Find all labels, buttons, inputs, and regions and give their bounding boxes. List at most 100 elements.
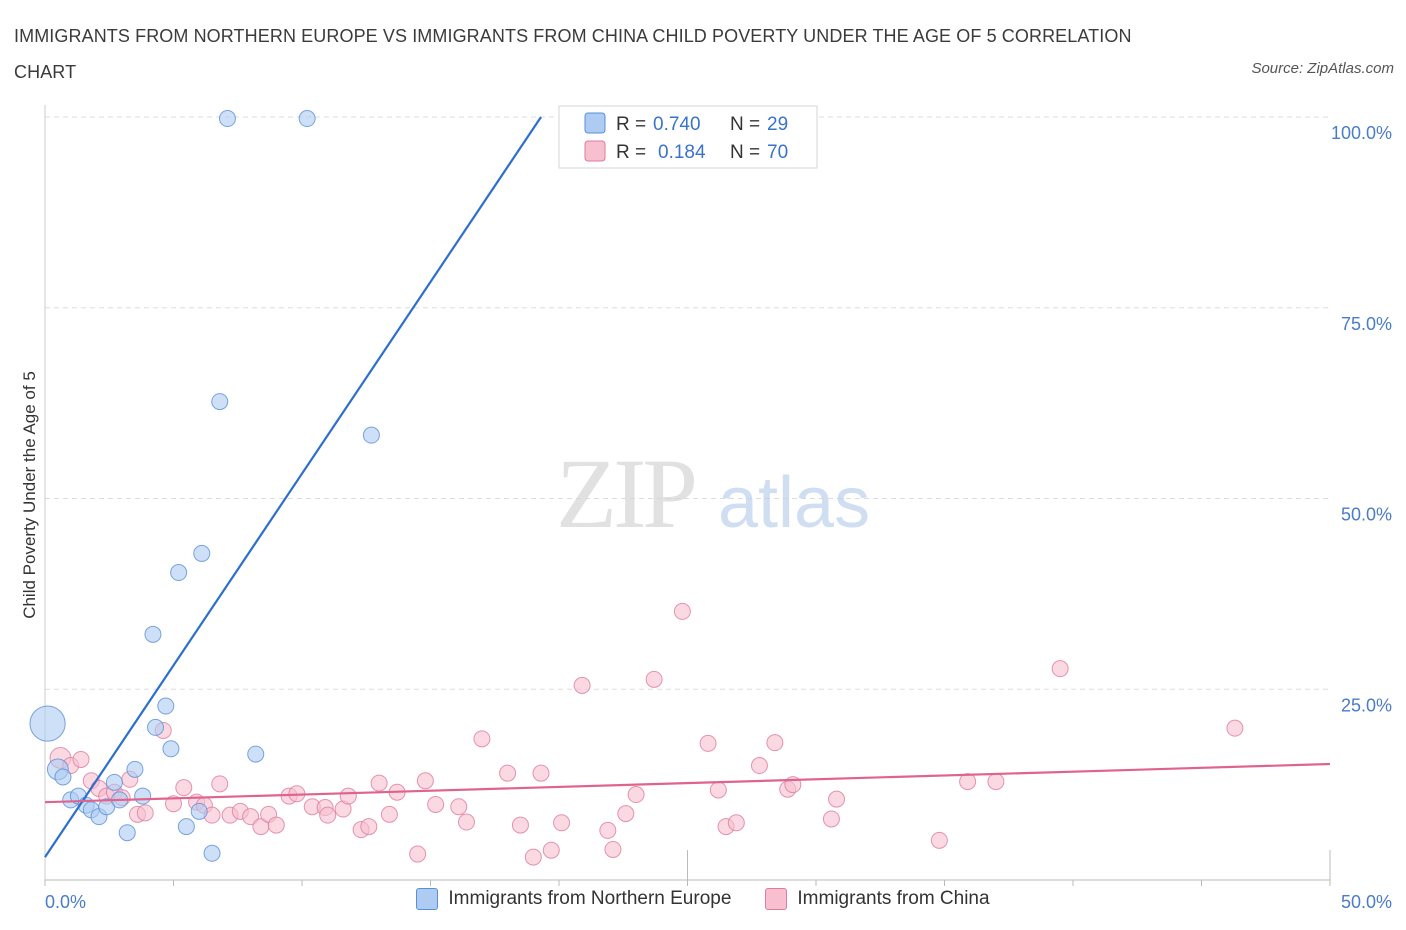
point-northern-europe-14 bbox=[144, 625, 162, 643]
point-china-17 bbox=[211, 775, 229, 793]
point-china-49 bbox=[599, 821, 617, 839]
legend-swatch-northern-europe bbox=[584, 112, 606, 134]
point-china-38 bbox=[427, 795, 445, 813]
y-tick-label-2: 50.0% bbox=[1341, 505, 1392, 525]
point-china-60 bbox=[766, 734, 784, 752]
point-china-46 bbox=[542, 841, 560, 859]
point-northern-europe-21 bbox=[193, 544, 211, 562]
trend-line-northern-europe bbox=[44, 116, 542, 858]
point-northern-europe-13 bbox=[134, 787, 152, 805]
source-credit: Source: ZipAtlas.com bbox=[1251, 60, 1394, 77]
point-china-23 bbox=[267, 816, 285, 834]
x-tick-label-0: 0.0% bbox=[45, 892, 86, 912]
series-legend: Immigrants from Northern Europe Immigran… bbox=[0, 888, 1406, 910]
point-china-53 bbox=[645, 670, 663, 688]
y-tick-label-0: 100.0% bbox=[1331, 123, 1392, 143]
point-china-68 bbox=[1051, 660, 1069, 678]
northern-europe-points bbox=[29, 110, 604, 862]
watermark-atlas: atlas bbox=[718, 463, 870, 543]
legend-n-label-2: N = bbox=[730, 142, 760, 163]
point-china-28 bbox=[319, 806, 337, 824]
point-china-2 bbox=[72, 750, 90, 768]
point-china-12 bbox=[165, 795, 182, 813]
point-northern-europe-12 bbox=[126, 760, 144, 778]
point-china-65 bbox=[930, 831, 948, 849]
point-northern-europe-19 bbox=[177, 818, 195, 836]
x-tick-label-1: 50.0% bbox=[1341, 892, 1392, 912]
point-china-67 bbox=[987, 773, 1005, 791]
series-legend-northern-europe[interactable]: Immigrants from Northern Europe bbox=[416, 888, 731, 910]
point-northern-europe-16 bbox=[157, 697, 175, 715]
point-china-52 bbox=[627, 786, 645, 804]
point-china-59 bbox=[750, 757, 768, 775]
swatch-northern-europe bbox=[416, 888, 439, 910]
point-northern-europe-20 bbox=[190, 802, 208, 820]
point-northern-europe-23 bbox=[211, 393, 229, 411]
point-northern-europe-22 bbox=[203, 844, 221, 862]
point-china-50 bbox=[604, 840, 622, 858]
watermark: ZIP atlas bbox=[556, 438, 870, 549]
point-china-44 bbox=[524, 848, 542, 866]
point-china-36 bbox=[409, 845, 427, 863]
point-china-30 bbox=[339, 787, 357, 805]
series-legend-china[interactable]: Immigrants from China bbox=[765, 888, 990, 910]
legend-n-value-2: 70 bbox=[767, 142, 788, 163]
point-china-47 bbox=[553, 814, 571, 832]
correlation-legend: R = 0.740 N = 29 R = 0.184 N = 70 bbox=[558, 105, 818, 169]
point-northern-europe-17 bbox=[162, 740, 180, 758]
point-china-48 bbox=[573, 676, 591, 694]
grid-lines bbox=[45, 116, 1330, 690]
point-northern-europe-18 bbox=[170, 564, 188, 582]
point-china-63 bbox=[822, 810, 840, 828]
point-china-69 bbox=[1226, 719, 1244, 737]
point-china-34 bbox=[380, 805, 398, 823]
point-china-10 bbox=[136, 804, 154, 822]
point-northern-europe-24 bbox=[218, 110, 236, 128]
legend-r-value-2: 0.184 bbox=[658, 142, 706, 163]
point-china-40 bbox=[457, 813, 475, 831]
series-name-china: Immigrants from China bbox=[797, 888, 990, 909]
series-name-northern-europe: Immigrants from Northern Europe bbox=[448, 888, 732, 909]
legend-r-label-2: R = bbox=[616, 142, 646, 163]
x-tick-labels: 0.0% 50.0% bbox=[45, 892, 1392, 912]
chart-title: IMMIGRANTS FROM NORTHERN EUROPE VS IMMIG… bbox=[14, 26, 1132, 82]
point-china-66 bbox=[959, 773, 977, 791]
point-northern-europe-2 bbox=[54, 768, 72, 786]
legend-n-value-1: 29 bbox=[767, 114, 788, 135]
point-northern-europe-11 bbox=[118, 824, 136, 842]
y-tick-label-3: 25.0% bbox=[1341, 695, 1392, 715]
point-northern-europe-27 bbox=[362, 426, 380, 444]
point-china-33 bbox=[370, 774, 388, 792]
china-points bbox=[49, 602, 1244, 866]
point-china-54 bbox=[673, 602, 691, 620]
point-china-32 bbox=[360, 818, 378, 836]
legend-r-value-1: 0.740 bbox=[653, 114, 701, 135]
point-northern-europe-9 bbox=[105, 773, 123, 791]
point-china-45 bbox=[532, 764, 550, 782]
axes bbox=[44, 105, 1331, 886]
point-china-41 bbox=[473, 730, 491, 748]
point-china-51 bbox=[617, 805, 635, 823]
point-china-64 bbox=[828, 790, 846, 808]
y-tick-labels: 100.0% 75.0% 50.0% 25.0% bbox=[1331, 123, 1392, 715]
y-tick-label-1: 75.0% bbox=[1341, 314, 1392, 334]
point-china-58 bbox=[727, 814, 745, 832]
point-china-13 bbox=[175, 779, 193, 797]
point-northern-europe-15 bbox=[147, 718, 165, 736]
point-china-37 bbox=[416, 772, 434, 790]
point-northern-europe-26 bbox=[298, 110, 316, 128]
legend-n-label-1: N = bbox=[730, 114, 760, 135]
trend-lines bbox=[44, 116, 1331, 858]
point-china-56 bbox=[709, 781, 727, 799]
point-northern-europe-0 bbox=[29, 705, 66, 742]
point-china-43 bbox=[511, 816, 529, 834]
point-china-55 bbox=[699, 734, 717, 752]
legend-swatch-china bbox=[584, 140, 606, 162]
trend-line-china bbox=[44, 762, 1331, 804]
point-china-20 bbox=[242, 808, 260, 826]
point-china-39 bbox=[450, 798, 468, 816]
swatch-china bbox=[765, 888, 788, 910]
legend-r-label-1: R = bbox=[616, 114, 646, 135]
watermark-zip: ZIP bbox=[556, 438, 694, 549]
